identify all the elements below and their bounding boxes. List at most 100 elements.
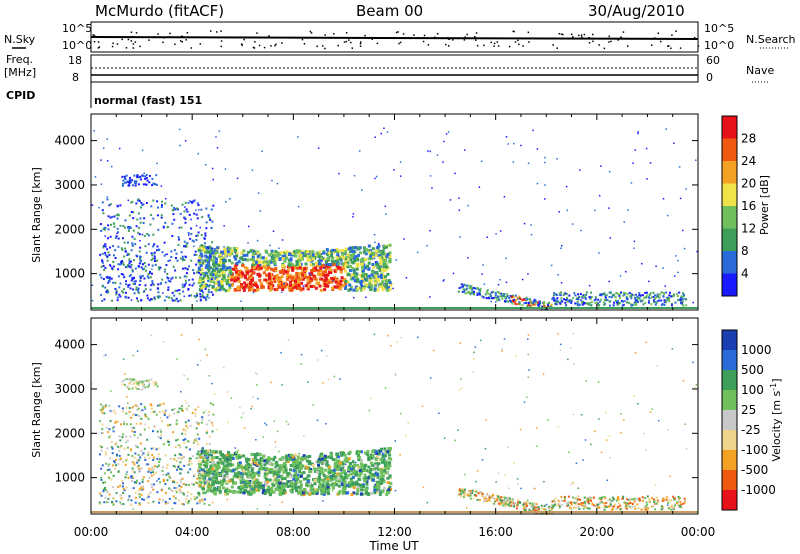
nsearch-dot [412, 37, 415, 39]
heatmap-cell [374, 484, 378, 488]
heatmap-cell [255, 260, 259, 264]
heatmap-cell [204, 472, 207, 475]
heatmap-cell [584, 296, 587, 299]
nsearch-dot [463, 39, 466, 41]
heatmap-cell [123, 422, 126, 425]
heatmap-cell [167, 286, 170, 289]
heatmap-cell [98, 501, 101, 504]
heatmap-cell [124, 266, 127, 269]
nsearch-dot [588, 36, 590, 39]
heatmap-cell [610, 505, 613, 508]
heatmap-cell [300, 281, 304, 285]
heatmap-cell [108, 254, 111, 257]
heatmap-cell [191, 411, 194, 414]
heatmap-cell [232, 490, 236, 494]
heatmap-cell [221, 486, 225, 490]
heatmap-cell [119, 446, 122, 449]
heatmap-cell [338, 490, 342, 494]
heatmap-cell [305, 254, 309, 258]
heatmap-cell [155, 259, 158, 262]
heatmap-cell [222, 455, 226, 459]
nsearch-dot [620, 36, 622, 38]
heatmap-cell [625, 296, 628, 299]
heatmap-cell [464, 149, 466, 151]
heatmap-cell [177, 466, 180, 469]
heatmap-cell [289, 288, 293, 292]
heatmap-cell [568, 506, 571, 509]
nsearch-dot [220, 30, 222, 32]
heatmap-cell [182, 267, 185, 270]
heatmap-cell [246, 475, 250, 479]
heatmap-cell [281, 254, 285, 258]
heatmap-cell [111, 267, 114, 270]
heatmap-cell [125, 283, 128, 286]
nsearch-dot [474, 35, 476, 38]
heatmap-cell [156, 465, 159, 468]
heatmap-cell [228, 266, 232, 270]
heatmap-cell [136, 460, 139, 463]
heatmap-cell [282, 461, 286, 465]
heatmap-cell [263, 491, 267, 495]
heatmap-cell [318, 258, 322, 262]
heatmap-cell [368, 250, 372, 254]
heatmap-cell [554, 293, 557, 296]
heatmap-cell [494, 291, 497, 294]
heatmap-cell [644, 301, 647, 304]
heatmap-cell [385, 492, 389, 496]
heatmap-cell [335, 259, 339, 263]
heatmap-cell [383, 269, 387, 273]
heatmap-cell [631, 505, 634, 508]
heatmap-cell [132, 217, 135, 220]
heatmap-cell [133, 174, 136, 177]
heatmap-cell [160, 434, 163, 437]
heatmap-cell [138, 233, 141, 236]
heatmap-cell [371, 263, 375, 267]
heatmap-cell [185, 498, 188, 501]
heatmap-cell [364, 491, 368, 495]
heatmap-cell [188, 265, 191, 268]
heatmap-cell [271, 284, 275, 288]
heatmap-cell [207, 214, 210, 217]
heatmap-cell [251, 169, 254, 171]
heatmap-cell [392, 287, 394, 290]
nsearch-dot [399, 41, 402, 44]
heatmap-cell [143, 290, 146, 292]
heatmap-cell [681, 296, 684, 299]
heatmap-cell [356, 253, 360, 257]
heatmap-cell [607, 498, 610, 501]
heatmap-cell [559, 291, 562, 294]
heatmap-cell [317, 147, 320, 149]
heatmap-cell [134, 491, 137, 494]
heatmap-cell [150, 474, 153, 477]
heatmap-cell [313, 276, 317, 280]
heatmap-cell [257, 485, 261, 489]
heatmap-cell [225, 464, 229, 468]
heatmap-cell [259, 467, 263, 471]
heatmap-cell [141, 268, 144, 271]
heatmap-cell [353, 245, 357, 249]
heatmap-cell [614, 503, 617, 506]
heatmap-cell [612, 508, 615, 511]
heatmap-cell [378, 492, 382, 496]
heatmap-cell [218, 457, 222, 461]
heatmap-cell [152, 182, 155, 185]
nsearch-dot [521, 37, 524, 40]
heatmap-cell [220, 255, 224, 259]
nsearch-dot [603, 47, 606, 50]
heatmap-cell [486, 499, 489, 502]
heatmap-cell [130, 503, 133, 506]
heatmap-cell [195, 263, 198, 266]
heatmap-cell [314, 467, 318, 471]
heatmap-cell [644, 505, 647, 508]
heatmap-cell [321, 483, 325, 487]
nsearch-dot [448, 45, 450, 47]
heatmap-cell [494, 294, 497, 297]
heatmap-cell [388, 453, 392, 457]
heatmap-cell [322, 264, 326, 268]
heatmap-cell [670, 304, 673, 307]
heatmap-cell [255, 478, 259, 482]
heatmap-cell [290, 457, 294, 461]
heatmap-cell [108, 428, 111, 431]
heatmap-cell [257, 267, 261, 271]
heatmap-cell [652, 299, 655, 302]
